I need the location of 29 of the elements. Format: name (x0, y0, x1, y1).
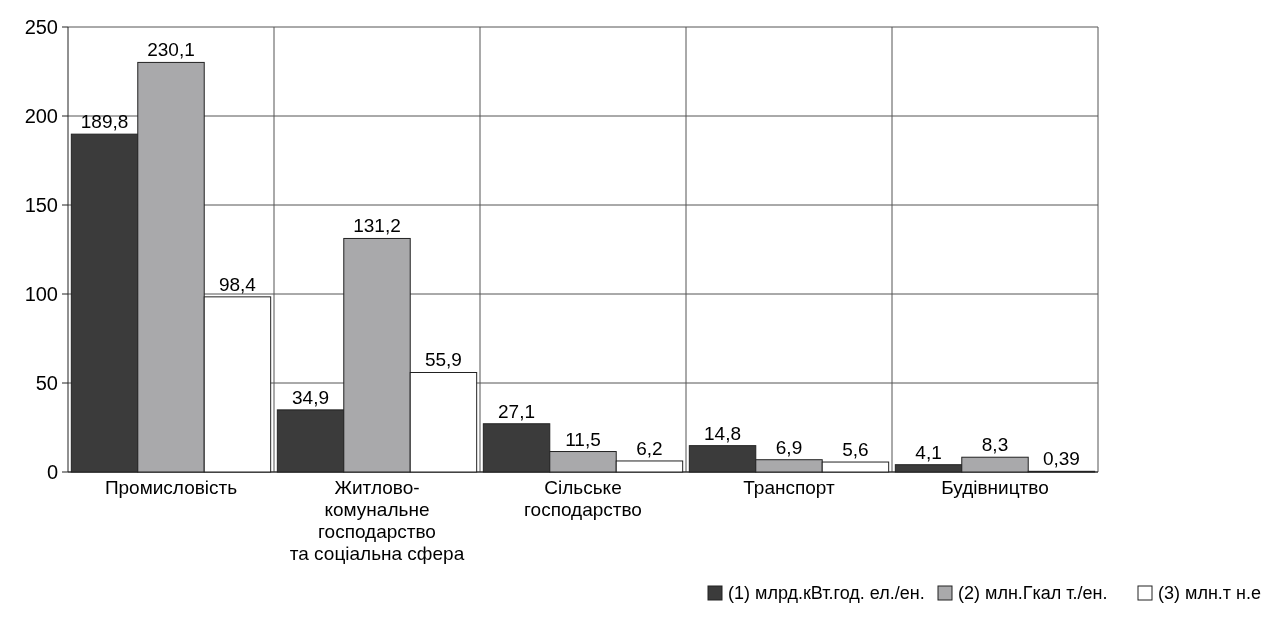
y-tick-label: 150 (24, 194, 58, 216)
data-label: 34,9 (292, 386, 330, 408)
data-label: 98,4 (218, 273, 257, 295)
x-tick-label: Транспорт (743, 477, 835, 498)
legend-label: (2) млн.Гкал т./ен. (958, 583, 1108, 603)
y-tick-label: 0 (46, 461, 58, 483)
x-tick-label: Житлово- комунальне господарство та соціальна сфера (289, 477, 465, 564)
y-tick-label: 50 (35, 372, 58, 394)
x-tick-label: Будівництво (941, 477, 1049, 498)
y-tick-label: 200 (24, 105, 58, 127)
data-label: 4,1 (915, 441, 942, 463)
data-label: 230,1 (147, 39, 195, 61)
x-tick-label: Сільське господарство (524, 477, 642, 520)
data-label: 189,8 (80, 111, 129, 133)
data-label: 27,1 (498, 400, 536, 422)
x-tick-label: Промисловість (104, 477, 238, 498)
data-label: 131,2 (353, 215, 401, 237)
legend-label: (3) млн.т н.е (1158, 583, 1262, 603)
data-label: 55,9 (424, 349, 462, 371)
data-label: 11,5 (565, 428, 601, 450)
data-label: 8,3 (981, 434, 1009, 456)
data-label: 14,8 (704, 422, 742, 444)
legend-label: (1) млрд.кВт.год. ел./ен. (728, 583, 925, 603)
data-label: 0,39 (1042, 448, 1080, 470)
data-label: 5,6 (842, 439, 869, 461)
data-label: 6,2 (636, 437, 663, 459)
y-tick-label: 100 (24, 283, 58, 305)
y-tick-label: 250 (24, 16, 58, 38)
data-label: 6,9 (775, 436, 803, 458)
